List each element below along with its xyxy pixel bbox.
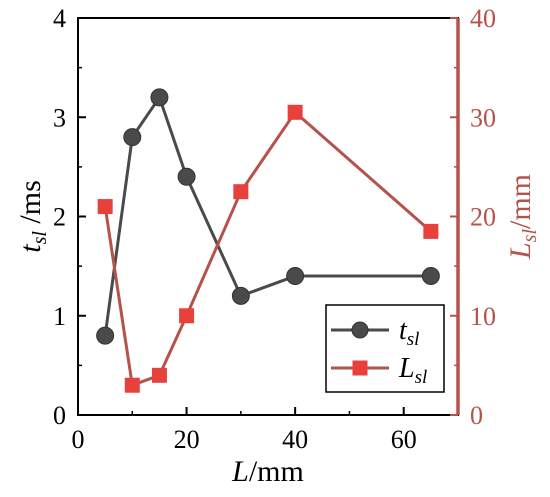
- x-axis-label-rest: /mm: [249, 455, 304, 488]
- right-y-tick-label: 30: [470, 103, 496, 132]
- left-y-axis-label: tsl /ms: [14, 180, 51, 253]
- series-1-point: [179, 308, 195, 324]
- x-axis-label-italic: L: [231, 455, 249, 488]
- legend-marker-l-sl: [352, 360, 368, 376]
- legend-label-t-sl: tsl: [399, 315, 419, 350]
- left-y-axis-ticks: 0 1 2 3 4: [53, 4, 86, 430]
- right-y-axis-label-italic: L: [504, 242, 537, 260]
- x-tick-label: 60: [391, 425, 417, 454]
- left-y-tick-label: 1: [53, 302, 66, 331]
- left-y-tick-label: 2: [53, 203, 66, 232]
- series-1-point: [423, 223, 439, 239]
- series-1-point: [151, 367, 167, 383]
- series-layer: [96, 88, 440, 393]
- series-1-point: [124, 377, 140, 393]
- series-0-point: [231, 286, 250, 305]
- legend-label-t-sl-sub: sl: [407, 329, 420, 350]
- legend-label-t-sl-main: t: [399, 315, 408, 346]
- series-0-point: [421, 267, 440, 286]
- right-y-tick-label: 10: [470, 302, 496, 331]
- legend-label-l-sl-main: L: [398, 353, 415, 384]
- legend-label-l-sl-sub: sl: [415, 367, 428, 388]
- x-tick-label: 20: [174, 425, 200, 454]
- legend: tsl Lsl: [325, 304, 445, 393]
- x-tick-label: 40: [282, 425, 308, 454]
- x-axis-label: L/mm: [231, 455, 304, 488]
- left-y-axis-label-italic: t: [14, 244, 47, 253]
- left-y-tick-label: 3: [53, 103, 66, 132]
- legend-box: [325, 304, 445, 393]
- series-0-point: [177, 167, 196, 186]
- series-line-0: [103, 94, 431, 336]
- left-y-axis-label-sub: sl: [29, 231, 51, 245]
- right-y-axis-ticks: 0 10 20 30 40: [450, 4, 496, 430]
- right-y-axis-label-rest: /mm: [504, 174, 537, 229]
- legend-label-l-sl: Lsl: [398, 353, 427, 388]
- right-y-axis-label-sub: sl: [519, 229, 541, 243]
- series-0-point: [286, 267, 305, 286]
- right-y-axis-label: Lsl/mm: [504, 174, 541, 260]
- left-y-tick-label: 4: [53, 4, 66, 33]
- series-1-point: [233, 184, 249, 200]
- plot-area-group: 0 20 40 60 0 1 2 3 4 0 10 20 30 40: [53, 4, 496, 454]
- left-y-axis-label-rest: /ms: [14, 180, 47, 231]
- series-1-point: [287, 104, 303, 120]
- series-1-point: [97, 199, 113, 215]
- left-y-tick-label: 0: [53, 401, 66, 430]
- right-y-tick-label: 0: [470, 401, 483, 430]
- legend-marker-t-sl: [351, 321, 369, 339]
- x-tick-label: 0: [72, 425, 85, 454]
- series-0-point: [150, 88, 169, 107]
- right-y-tick-label: 40: [470, 4, 496, 33]
- x-axis-ticks: 0 20 40 60: [72, 407, 417, 454]
- series-0-point: [123, 128, 142, 147]
- right-y-tick-label: 20: [470, 203, 496, 232]
- series-0-point: [96, 326, 115, 345]
